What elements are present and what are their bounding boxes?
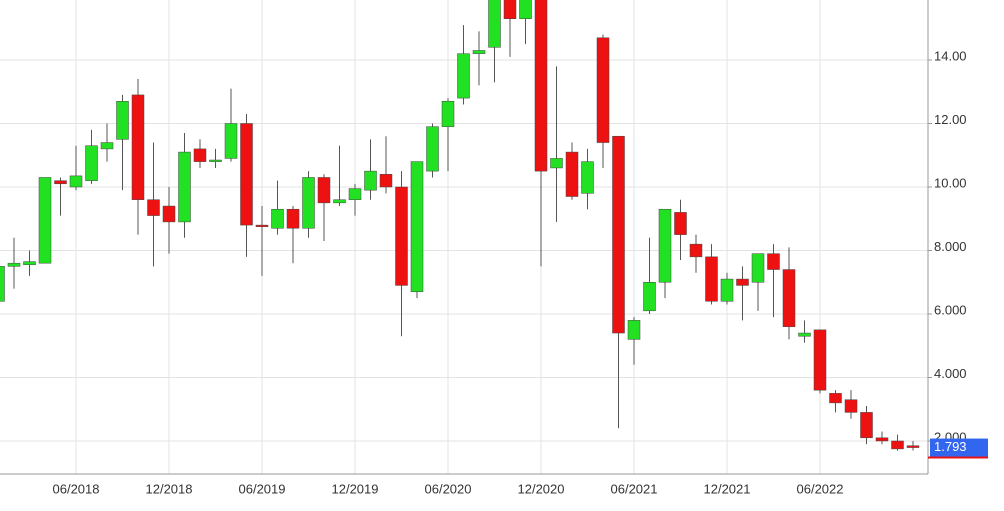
y-tick-label: 14.00 <box>934 48 967 63</box>
candle-body <box>457 53 470 99</box>
candle-body <box>131 94 145 200</box>
candle-body <box>472 50 486 54</box>
candle-body <box>643 281 656 312</box>
x-tick-label: 12/2020 <box>518 481 565 496</box>
candle-body <box>534 0 548 172</box>
candle-body <box>7 262 21 267</box>
x-tick-label: 12/2021 <box>704 481 751 496</box>
candle-body <box>116 101 129 140</box>
candle-body <box>627 320 641 340</box>
candle-body <box>364 170 377 191</box>
candle-body <box>519 0 532 19</box>
candle-body <box>612 135 625 334</box>
candle-body <box>550 158 563 169</box>
x-tick-label: 06/2021 <box>611 481 658 496</box>
candles <box>0 0 920 451</box>
candle-body <box>224 123 238 159</box>
candle-body <box>317 177 331 204</box>
candle-body <box>844 399 858 413</box>
candle-body <box>658 208 672 283</box>
candle-body <box>193 148 207 162</box>
candle-body <box>736 278 749 286</box>
candle-body <box>860 412 873 439</box>
candle-body <box>891 440 904 450</box>
candle-body <box>581 161 594 194</box>
candle-body <box>767 253 780 270</box>
x-tick-label: 12/2018 <box>146 481 193 496</box>
candle-body <box>240 123 253 226</box>
candle-body <box>596 37 610 143</box>
candle-body <box>751 253 765 283</box>
x-tick-label: 06/2020 <box>425 481 472 496</box>
candle-body <box>379 174 393 188</box>
candle-body <box>69 175 83 188</box>
y-tick-label: 12.00 <box>934 112 967 127</box>
candle-body <box>54 180 67 185</box>
candle-body <box>255 224 269 227</box>
candle-body <box>875 437 889 442</box>
candle-body <box>798 332 811 337</box>
candle-body <box>441 101 455 127</box>
candle-body <box>410 161 424 293</box>
candle-body <box>720 278 734 302</box>
x-tick-label: 06/2019 <box>239 481 286 496</box>
candle-body <box>38 177 52 264</box>
x-tick-label: 06/2018 <box>53 481 100 496</box>
candle-body <box>689 243 703 258</box>
candle-body <box>426 126 439 172</box>
candle-body <box>286 208 300 229</box>
candle-body <box>271 208 284 229</box>
axes <box>0 0 929 475</box>
candle-body <box>85 145 98 181</box>
candle-body <box>782 269 796 327</box>
price-box <box>930 438 988 457</box>
candle-body <box>147 199 160 216</box>
x-tick-label: 06/2022 <box>797 481 844 496</box>
candle-body <box>209 159 222 162</box>
y-tick-label: 10.00 <box>934 175 967 190</box>
y-tick-label: 8.000 <box>934 239 967 254</box>
candle-body <box>674 212 687 235</box>
candle-body <box>162 205 176 223</box>
candle-body <box>488 0 501 48</box>
candle-body <box>906 445 920 448</box>
candle-body <box>348 188 362 200</box>
candle-body <box>705 256 718 302</box>
candle-body <box>178 151 191 223</box>
candle-body <box>333 199 346 204</box>
y-tick-label: 4.000 <box>934 366 967 381</box>
y-tick-label: 6.000 <box>934 302 967 317</box>
candle-body <box>829 393 842 404</box>
candle-body <box>565 151 579 197</box>
candle-body <box>23 261 36 266</box>
candle-body <box>100 142 114 150</box>
candle-body <box>813 329 827 391</box>
candle-body <box>302 177 315 229</box>
x-tick-label: 12/2019 <box>332 481 379 496</box>
price-label: 1.793 <box>934 439 967 454</box>
candle-body <box>0 266 5 302</box>
candle-body <box>503 0 517 19</box>
candle-body <box>395 186 408 286</box>
